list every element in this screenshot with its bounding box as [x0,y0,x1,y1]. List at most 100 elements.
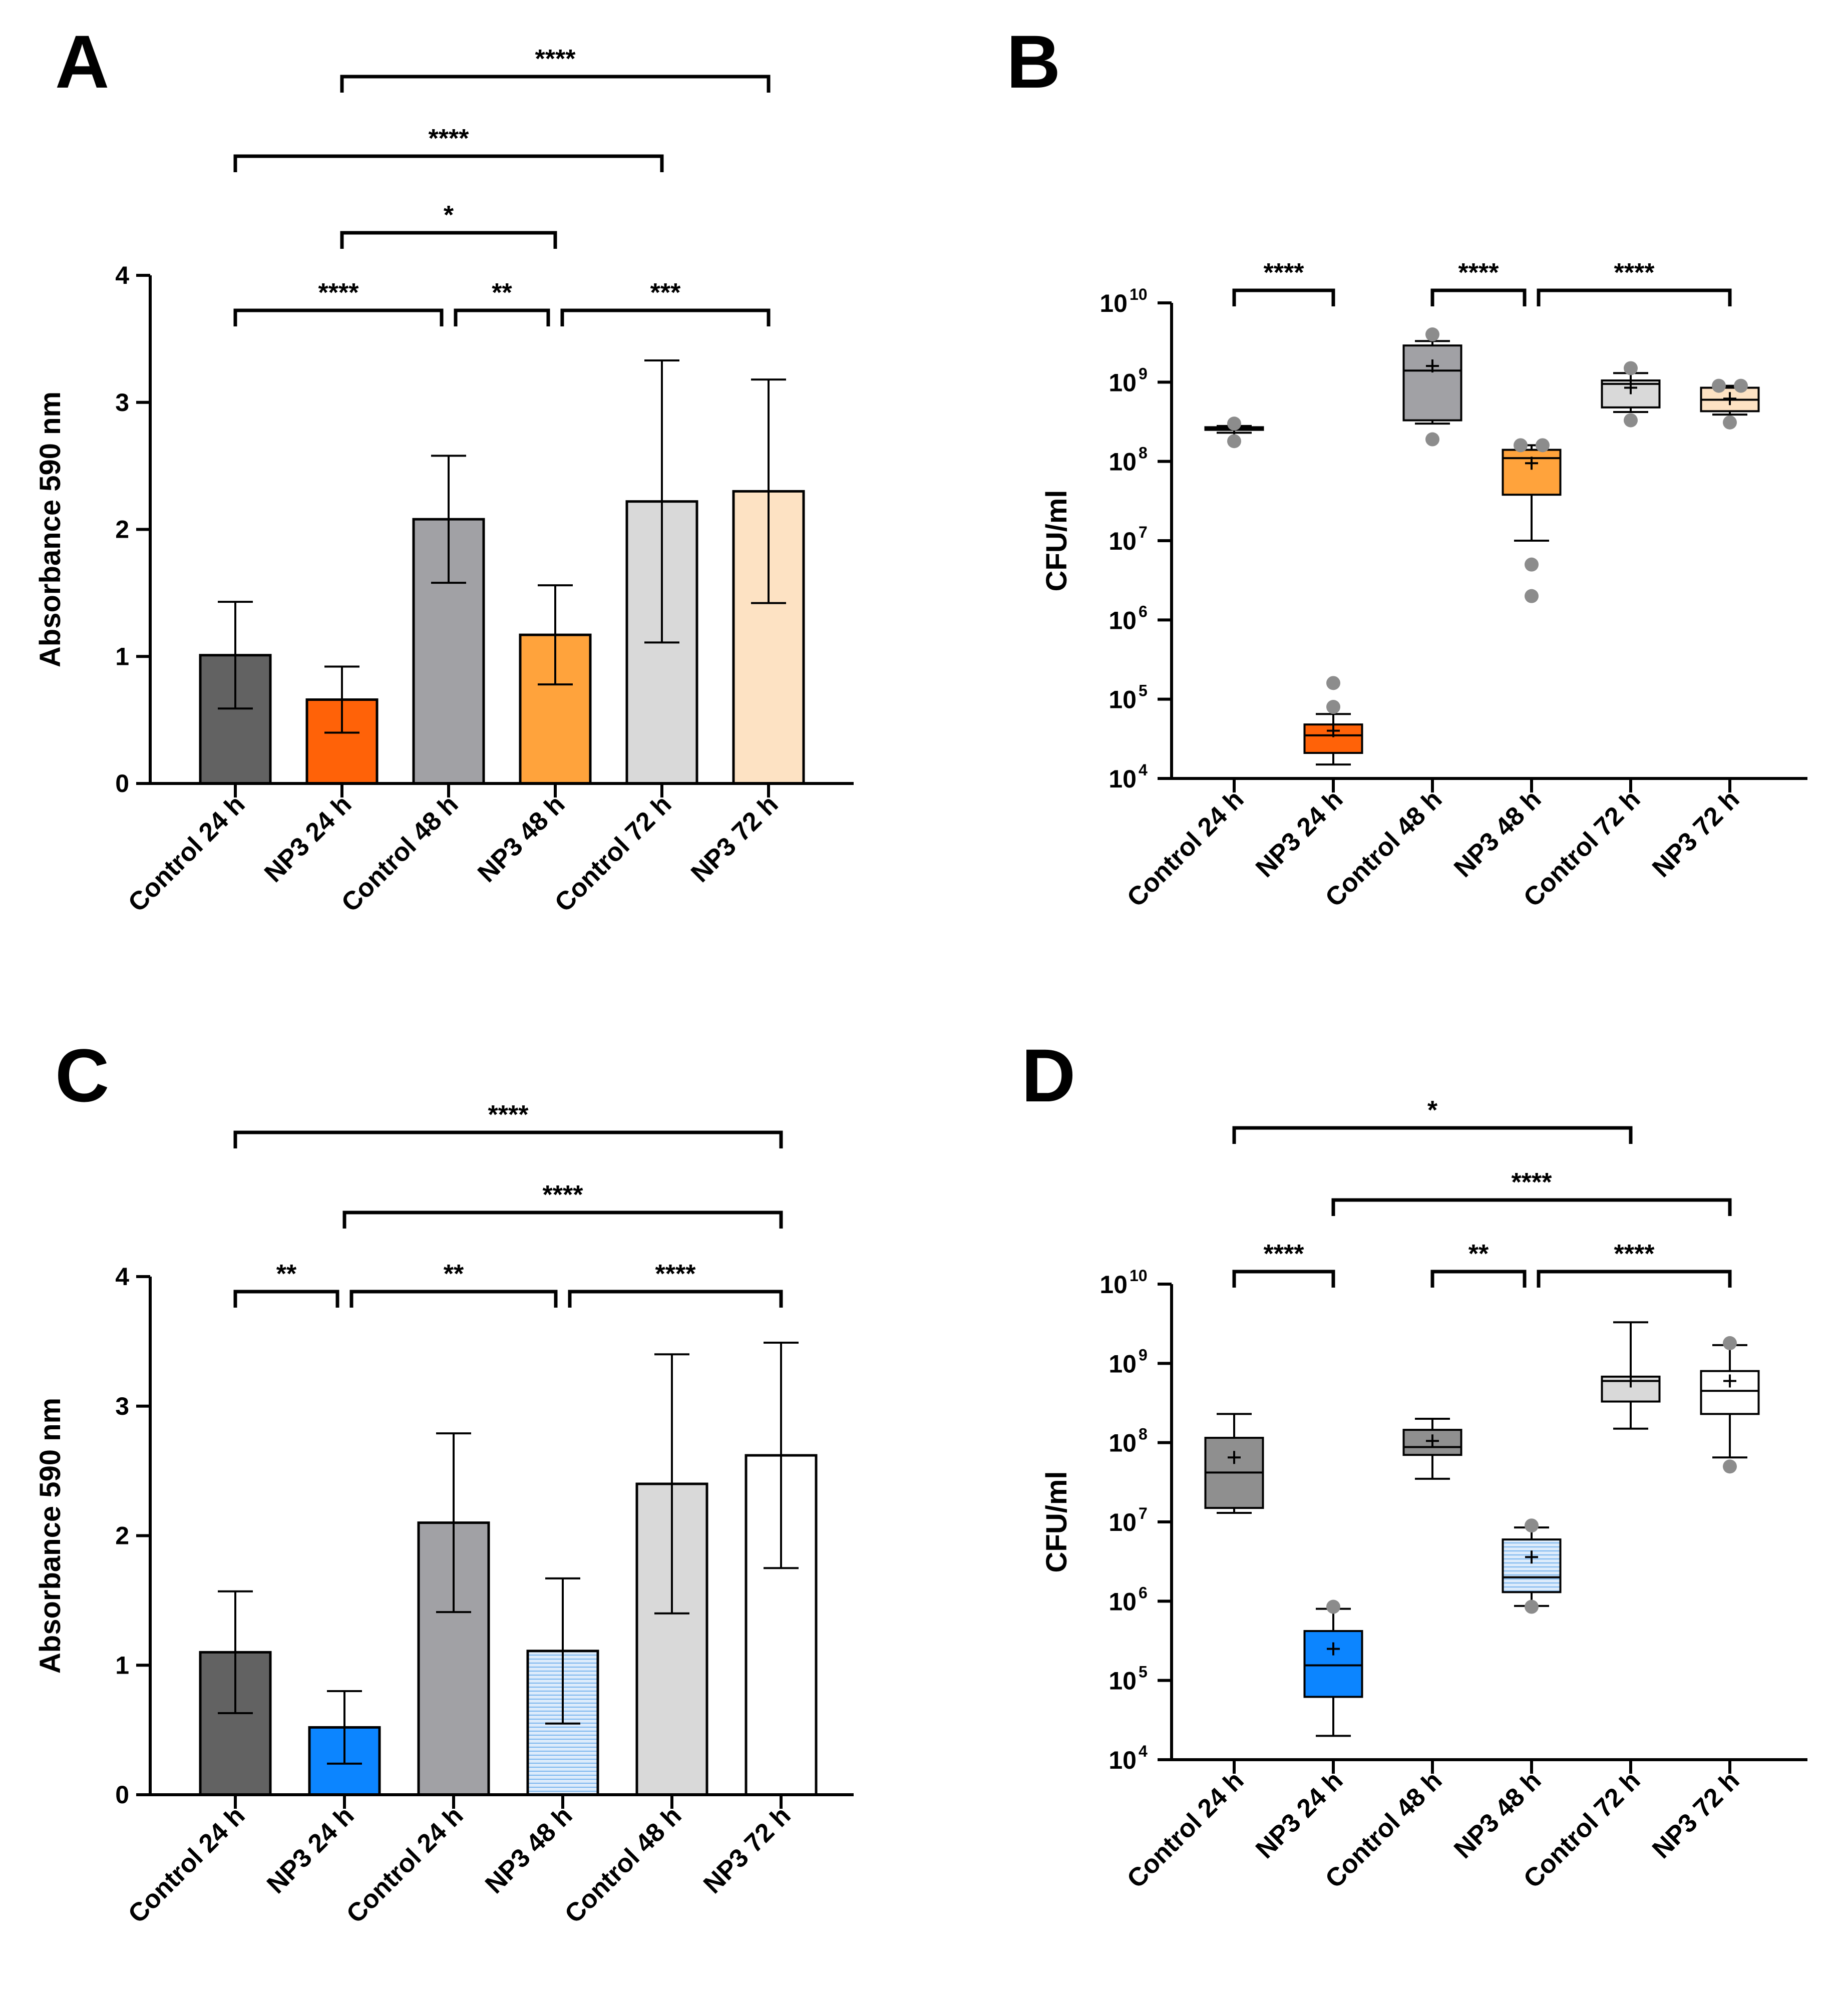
significance-label: **** [535,45,576,74]
significance-label: ** [1468,1240,1489,1269]
y-tick-exponent: 7 [1139,1504,1148,1522]
y-tick-base: 10 [1108,1587,1137,1616]
box [1402,344,1462,422]
significance-bracket [233,308,444,326]
outlier-point [1227,417,1241,431]
y-axis-title: Absorbance 590 nm [34,391,67,667]
significance-label: * [1427,1096,1438,1125]
y-tick-label: 4 [115,261,129,289]
significance-label: **** [318,278,359,307]
significance-bracket [560,308,771,326]
significance-bracket [568,1290,783,1308]
y-tick-label: 3 [115,1392,129,1420]
y-tick-label: 1 [115,1651,129,1679]
mean-marker [1426,359,1439,373]
mean-marker [1327,1642,1340,1656]
category-label: Control 24 h [123,789,251,918]
outlier-point [1525,589,1539,603]
y-tick-base: 10 [1108,1429,1137,1457]
y-tick-label: 3 [115,388,129,417]
mean-marker [1426,1434,1439,1448]
y-tick-label: 1 [115,642,129,670]
significance-label: ** [492,278,512,307]
category-label: NP3 24 h [1250,1766,1348,1864]
y-tick-label: 0 [115,1781,129,1809]
y-tick-exponent: 10 [1130,1267,1148,1285]
y-tick-base: 10 [1108,765,1137,793]
outlier-point [1326,700,1340,714]
y-axis-title: CFU/ml [1040,1471,1073,1573]
significance-bracket [1430,288,1527,306]
y-tick-base: 10 [1108,1508,1137,1536]
category-label: NP3 72 h [685,789,784,888]
significance-bracket [340,75,771,93]
y-tick-exponent: 10 [1130,285,1148,303]
y-tick-base: 10 [1099,1271,1128,1299]
y-tick-base: 10 [1108,448,1137,476]
outlier-point [1723,415,1737,430]
category-label: NP3 48 h [480,1801,578,1899]
y-tick-exponent: 4 [1139,761,1148,779]
significance-label: **** [1264,258,1305,287]
outlier-point [1326,676,1340,690]
outlier-point [1734,378,1748,393]
outlier-point [1525,557,1539,572]
y-tick-exponent: 5 [1139,1663,1148,1681]
significance-bracket [1232,1126,1633,1144]
significance-bracket [233,1130,783,1148]
y-tick-exponent: 4 [1139,1742,1148,1760]
outlier-point [1536,438,1550,453]
outlier-point [1723,1336,1737,1350]
category-label: NP3 48 h [472,789,570,888]
y-tick-exponent: 9 [1139,1346,1148,1364]
significance-label: **** [1264,1240,1305,1269]
panel-label-a: A [55,20,109,104]
category-label: NP3 72 h [1647,784,1745,883]
panel-label-b: B [1006,20,1060,104]
significance-bracket [1537,288,1732,306]
significance-label: *** [650,278,681,307]
y-tick-exponent: 7 [1139,523,1148,541]
y-tick-base: 10 [1108,368,1137,396]
y-tick-exponent: 5 [1139,682,1148,700]
y-tick-base: 10 [1108,686,1137,714]
mean-marker [1525,1550,1538,1564]
y-axis-title: CFU/ml [1040,490,1073,592]
y-tick-exponent: 8 [1139,1425,1148,1443]
mean-marker [1723,1374,1736,1388]
category-label: NP3 72 h [698,1801,796,1899]
mean-marker [1228,1451,1241,1464]
category-label: Control 48 h [559,1801,687,1929]
category-label: NP3 48 h [1448,784,1547,883]
significance-label: **** [543,1180,584,1210]
outlier-point [1326,1599,1340,1614]
mean-marker [1525,457,1538,470]
category-label: Control 24 h [1122,784,1250,913]
y-tick-base: 10 [1108,606,1137,634]
y-tick-exponent: 8 [1139,444,1148,462]
y-tick-exponent: 9 [1139,364,1148,382]
category-label: NP3 48 h [1448,1766,1547,1864]
outlier-point [1712,378,1726,393]
significance-label: **** [488,1100,529,1129]
significance-bracket [233,154,664,172]
significance-bracket [349,1290,558,1308]
significance-bracket [1232,288,1335,306]
mean-marker [1723,392,1736,406]
outlier-point [1723,1459,1737,1474]
significance-label: * [444,201,454,230]
y-tick-exponent: 6 [1139,1583,1148,1601]
box [1303,1630,1363,1698]
mean-marker [1624,381,1637,394]
panel-label-c: C [55,1033,109,1117]
outlier-point [1525,1518,1539,1533]
significance-bracket [1537,1270,1732,1288]
mean-marker [1624,1374,1637,1388]
y-tick-base: 10 [1099,289,1128,317]
significance-bracket [454,308,550,326]
y-axis-title: Absorbance 590 nm [34,1398,67,1674]
outlier-point [1525,1599,1539,1614]
